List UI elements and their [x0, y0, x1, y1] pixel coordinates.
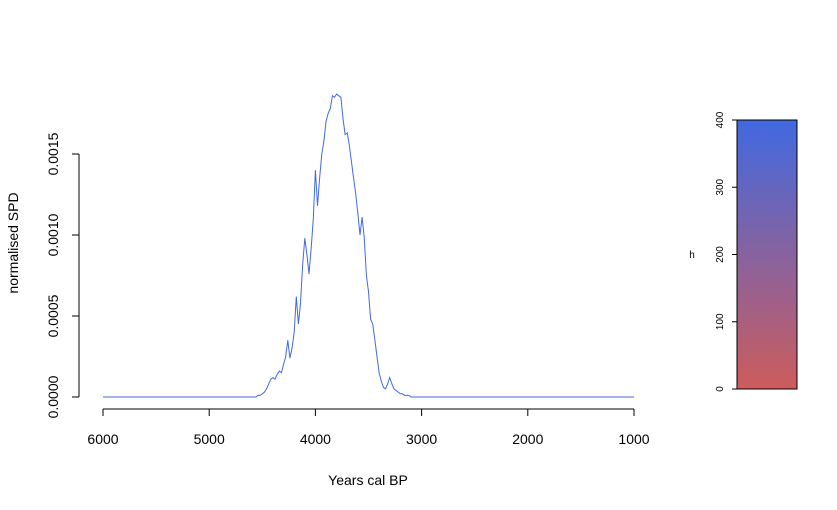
colorbar-tick-label: 0	[715, 386, 726, 392]
colorbar: 0 100 200 300 400 h	[689, 111, 798, 392]
colorbar-ticks: 0 100 200 300 400	[715, 111, 737, 392]
x-axis-title: Years cal BP	[328, 472, 408, 488]
x-tick-label: 4000	[300, 431, 331, 447]
y-axis-ticks: 0.0000 0.0005 0.0010 0.0015	[45, 132, 79, 418]
y-tick-label: 0.0000	[45, 375, 61, 418]
spd-series-line	[103, 93, 634, 398]
x-tick-label: 2000	[512, 431, 543, 447]
x-tick-label: 1000	[618, 431, 649, 447]
y-tick-label: 0.0005	[45, 294, 61, 337]
x-tick-label: 6000	[87, 431, 118, 447]
y-axis-title: normalised SPD	[5, 192, 21, 293]
x-tick-label: 5000	[194, 431, 225, 447]
x-axis-ticks: 6000 5000 4000 3000 2000 1000	[87, 409, 650, 447]
plot-area: 6000 5000 4000 3000 2000 1000 0.00000.00050.0…	[5, 93, 650, 488]
colorbar-tick-label: 100	[715, 313, 726, 330]
colorbar-label: h	[689, 250, 695, 261]
y-tick-label: 0.0010	[45, 213, 61, 256]
x-tick-label: 3000	[406, 431, 437, 447]
colorbar-tick-label: 400	[715, 111, 726, 128]
y-tick-label: 0.0015	[45, 132, 61, 175]
colorbar-tick-label: 200	[715, 246, 726, 263]
colorbar-tick-label: 300	[715, 178, 726, 195]
colorbar-gradient	[736, 119, 798, 390]
